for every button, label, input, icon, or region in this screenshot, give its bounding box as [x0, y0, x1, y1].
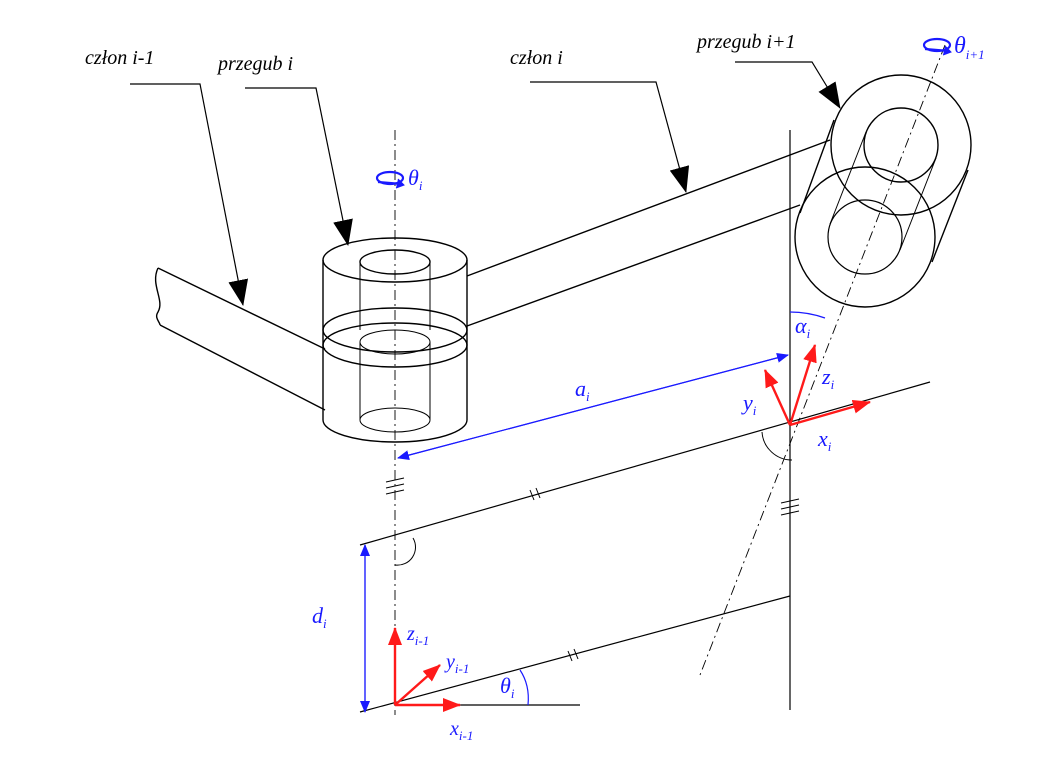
- dimension-a-i: [397, 352, 789, 461]
- axis-lines: [394, 44, 946, 715]
- frame-i-axes: [763, 344, 871, 427]
- symbol-theta-i-plus-1: θi+1: [954, 33, 985, 62]
- label-y-i-minus-1: yi-1: [444, 651, 469, 676]
- arc-theta-i-bottom: [519, 669, 529, 706]
- rotation-theta-i-plus-1-icon: [922, 37, 952, 56]
- symbol-alpha-i: αi: [795, 313, 811, 341]
- joint-i-plus-1-cylinder: [794, 74, 972, 308]
- link-i-minus-1: [154, 267, 326, 411]
- symbol-d-i: di: [312, 603, 327, 631]
- label-z-i: zi: [821, 364, 835, 392]
- symbol-a-i: ai: [575, 376, 590, 404]
- label-z-i-minus-1: zi-1: [406, 623, 429, 648]
- label-przegub-i: przegub i: [216, 53, 293, 75]
- reference-lines: [359, 130, 931, 713]
- symbol-theta-i: θi: [408, 165, 423, 193]
- label-x-i: xi: [817, 426, 832, 454]
- frame-i-minus-1-axes: [388, 627, 461, 712]
- rotation-theta-i-icon: [375, 170, 405, 189]
- label-czlon-i-minus-1: człon i-1: [85, 47, 154, 69]
- label-przegub-i-plus-1: przegub i+1: [695, 31, 796, 53]
- arc-alpha-i: [789, 311, 826, 319]
- link-i: [466, 139, 831, 327]
- label-x-i-minus-1: xi-1: [449, 718, 473, 743]
- label-czlon-i: człon i: [510, 47, 563, 69]
- symbol-theta-i-bottom: θi: [500, 673, 515, 701]
- label-y-i: yi: [741, 390, 757, 418]
- callout-leaders: [130, 61, 841, 306]
